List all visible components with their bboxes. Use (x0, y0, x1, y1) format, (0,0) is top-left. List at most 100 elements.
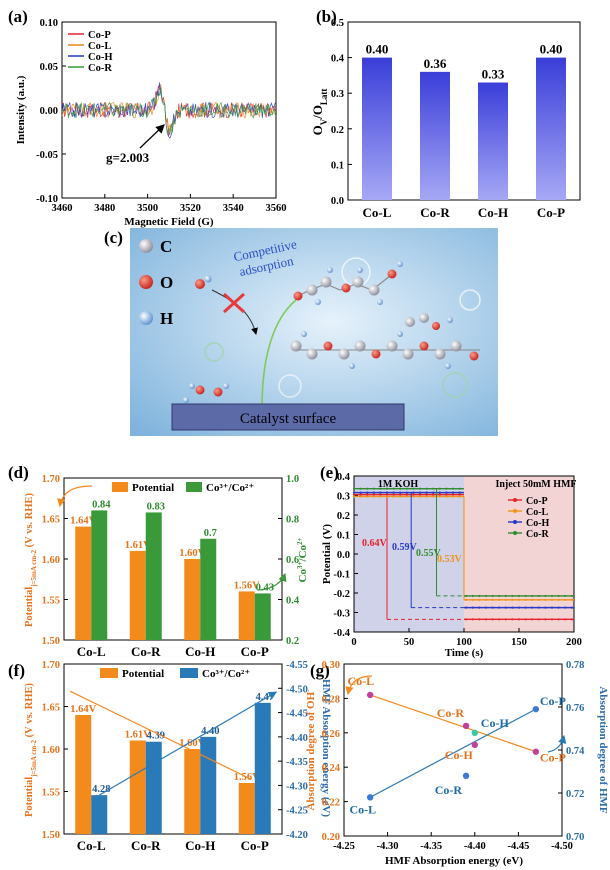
series-marker (498, 606, 501, 609)
x-tick-label: -4.35 (420, 841, 442, 852)
oh-molecule (213, 387, 223, 397)
panel-d-tag: (d) (8, 463, 29, 482)
series-marker (517, 606, 521, 609)
bar-ratio-co-p (254, 593, 271, 640)
bar-potential-co-p (238, 783, 255, 834)
oh-molecule (183, 397, 189, 403)
bar-ratio-co-r (145, 512, 162, 640)
bar-energy-label: 4.40 (201, 726, 219, 737)
series-marker (445, 487, 448, 490)
bar-ratio-co-h (200, 538, 217, 640)
panel-f-trendlines (69, 690, 278, 796)
series-marker (438, 493, 441, 496)
series-marker (405, 491, 408, 494)
series-marker (550, 598, 554, 601)
panel-d-bars: 1.64V 0.84 Co-L 1.61V 0.83 Co-R 1.60V 0.7 Co-H 1.… (70, 499, 274, 659)
hmf-path (261, 299, 297, 409)
series-marker (484, 594, 488, 598)
series-marker (425, 495, 428, 498)
y-tick-label-right: 0.70 (566, 832, 584, 843)
panel-a-xlabel: Magnetic Field (G) (124, 216, 214, 228)
panel-g-xlabel: HMF Absorption energy (eV) (385, 855, 523, 867)
legend-swatch-potential (100, 668, 118, 678)
series-marker (537, 618, 540, 621)
panel-d: (d) 1.501.551.601.651.700.20.40.60.81.0 … (8, 463, 309, 659)
series-marker (399, 487, 402, 490)
panel-e: (e) 0 50 100 150 200-0.4-0.3-0.2-0.10.00.10.… (320, 463, 582, 659)
series-marker (412, 487, 415, 490)
x-tick-label: 150 (511, 637, 527, 648)
series-marker (418, 487, 422, 490)
panel-b-bars: 0.40 Co-L 0.36 Co-R 0.33 Co-H 0.40 Co-P (362, 42, 566, 220)
series-marker (392, 493, 395, 496)
series-marker (432, 495, 435, 498)
bar-co-p (536, 57, 566, 200)
series-marker (564, 598, 567, 601)
point-hmf-co-r (462, 772, 470, 779)
bar-co-r (420, 71, 450, 200)
atom-label-o: O (160, 273, 173, 292)
panel-d-ylabel-left: Potentialj=5mA cm-2 (V vs. RHE) (24, 492, 38, 627)
series-marker (438, 491, 441, 494)
y-tick-label-left: 1.70 (42, 474, 60, 485)
legend-label: Co-R (88, 63, 112, 74)
bar-energy-co-h (200, 736, 217, 834)
y-tick-label-left: 0.22 (322, 798, 340, 809)
point-hmf-label: Co-H (481, 716, 510, 730)
y-tick-label: 0.4 (331, 54, 345, 65)
x-tick-label: 100 (456, 637, 472, 648)
series-marker (544, 618, 547, 621)
oh-molecule (189, 383, 195, 389)
y-tick-label: 0.1 (331, 160, 344, 171)
y-tick-label: -0.05 (36, 150, 58, 161)
series-marker (524, 618, 527, 621)
series-marker (465, 598, 468, 601)
series-marker (438, 487, 441, 490)
series-marker (412, 493, 415, 496)
y-tick-label-right: -4.35 (286, 757, 308, 768)
x-tick-label: 3480 (94, 203, 115, 214)
bubble (204, 342, 224, 362)
y-tick-label: 0.3 (337, 492, 350, 503)
series-marker (478, 598, 481, 601)
series-marker (359, 493, 362, 496)
legend-label: Co-L (526, 507, 549, 518)
legend-swatch-potential (112, 482, 128, 492)
series-marker (405, 493, 408, 496)
y-tick-label-right: -4.45 (286, 709, 308, 720)
series-marker (511, 594, 514, 598)
bar-potential-label: 1.61V (125, 540, 151, 551)
y-tick-label-right: 0.2 (286, 636, 299, 647)
bubble (442, 372, 468, 398)
series-marker (550, 594, 554, 598)
bar-ratio-label: 0.7 (204, 528, 217, 539)
bar-energy-co-l (91, 795, 108, 834)
series-marker (517, 598, 521, 601)
panel-b-ticks: 0.0 0.1 0.2 0.3 0.4 0.5 (331, 18, 352, 207)
point-hmf-co-l (366, 794, 374, 801)
atom-label-c: C (160, 237, 172, 256)
series-marker (432, 493, 435, 496)
drop-label-co-r: 0.55V (416, 548, 442, 559)
point-hmf-label: Co-P (540, 694, 566, 708)
series-marker (498, 598, 501, 601)
series-marker (366, 493, 369, 496)
series-marker (385, 491, 389, 494)
panel-d-left-arrow (57, 485, 93, 508)
x-tick-label: -4.50 (551, 841, 573, 852)
series-marker (465, 594, 468, 598)
x-tick-label: 3500 (137, 203, 158, 214)
oxygen-atom-icon (139, 275, 153, 289)
bar-potential-co-r (129, 740, 146, 834)
series-marker (504, 606, 507, 609)
series-marker (484, 606, 488, 609)
series-marker (570, 606, 573, 609)
y-tick-label-right: -4.25 (286, 806, 308, 817)
series-marker (366, 491, 369, 494)
bar-ratio-label: 0.43 (256, 582, 274, 593)
series-marker (570, 598, 573, 601)
panel-g-right-arrow (547, 734, 567, 753)
series-marker (352, 487, 356, 490)
panel-g: (g) -4.25 -4.30 -4.35 -4.40 -4.45 -4.50 0.20 0.… (304, 660, 609, 867)
series-marker (557, 598, 560, 601)
